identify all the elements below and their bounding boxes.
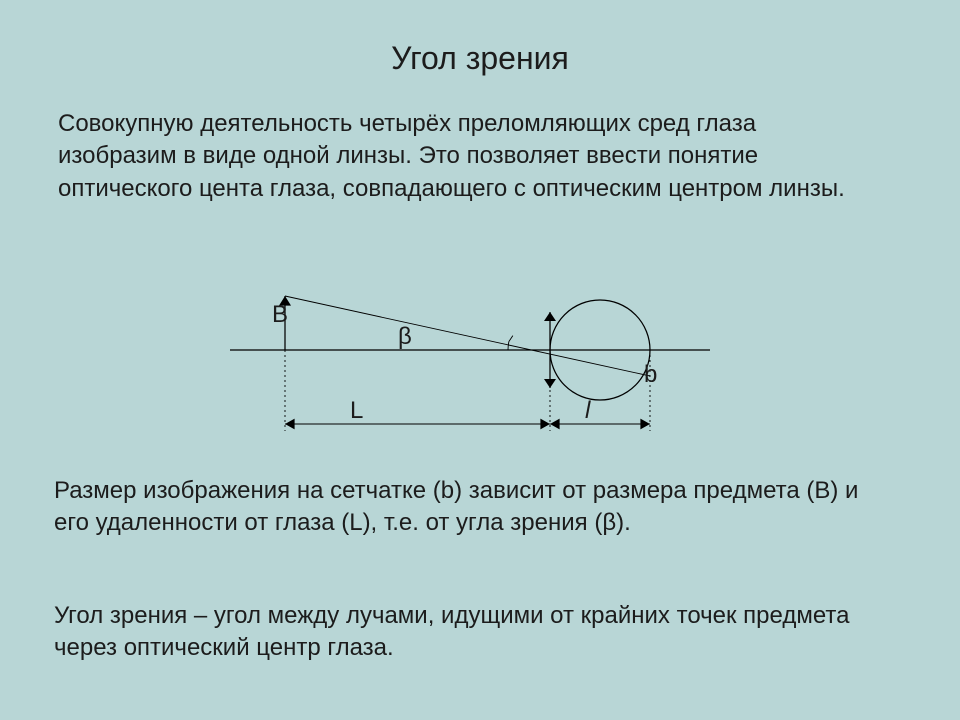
paragraph-definition: Угол зрения – угол между лучами, идущими… xyxy=(54,600,894,665)
paragraph-intro: Совокупную деятельность четырёх преломля… xyxy=(58,108,878,205)
slide-title: Угол зрения xyxy=(0,40,960,77)
diagram-label-l: l xyxy=(585,397,591,424)
diagram-label-b: b xyxy=(644,361,657,388)
diagram-label-beta: β xyxy=(398,323,412,350)
optics-diagram: Bβ b Ll xyxy=(230,278,730,458)
diagram-label-L: L xyxy=(350,397,363,424)
diagram-label-B: B xyxy=(272,301,288,328)
paragraph-size: Размер изображения на сетчатке (b) завис… xyxy=(54,475,894,540)
